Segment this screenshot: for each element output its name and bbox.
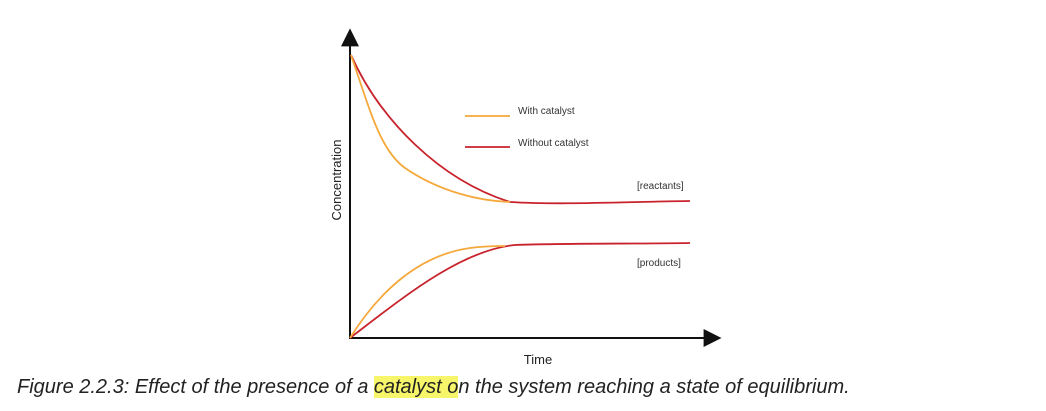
- caption: Figure 2.2.3: Effect of the presence of …: [17, 376, 850, 399]
- y-axis-label: Concentration: [329, 140, 344, 221]
- reactants-with-catalyst: [350, 54, 511, 203]
- caption-highlight: catalyst o: [373, 376, 459, 398]
- x-axis-label: Time: [524, 352, 552, 367]
- curve-label: [products]: [637, 258, 681, 269]
- legend-label: With catalyst: [518, 106, 575, 117]
- products-with-catalyst: [349, 245, 506, 339]
- caption-text: n the system reaching a state of equilib…: [458, 376, 850, 398]
- products-without-catalyst: [349, 242, 691, 339]
- figure: With catalyst Without catalyst [reactant…: [329, 28, 722, 367]
- curve-label: [reactants]: [637, 181, 684, 192]
- legend-label: Without catalyst: [518, 138, 589, 149]
- caption-text: Figure 2.2.3: Effect of the presence of …: [17, 376, 374, 398]
